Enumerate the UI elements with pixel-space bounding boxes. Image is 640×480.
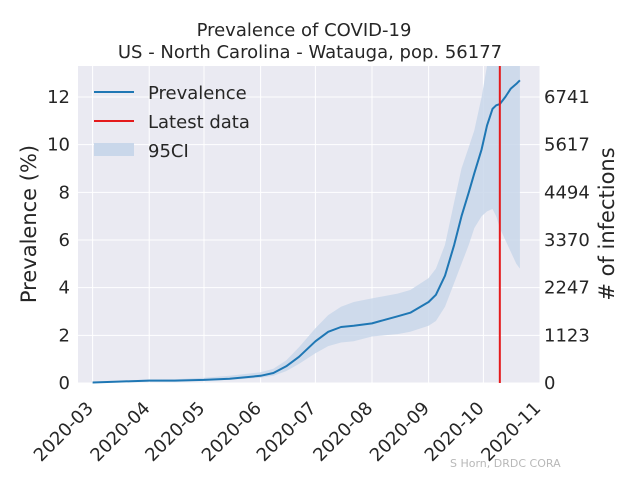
legend-label-prevalence: Prevalence <box>148 83 247 104</box>
y2-tick-label: 6741 <box>544 87 590 108</box>
x-tick-label: 2020-09 <box>366 398 434 466</box>
y2-tick-label: 1123 <box>544 325 590 346</box>
y2-tick-label: 5617 <box>544 135 590 156</box>
confidence-band-layer <box>92 66 520 383</box>
credit-text: S Horn, DRDC CORA <box>450 457 561 470</box>
y2-tick-label: 3370 <box>544 230 590 251</box>
x-tick-label: 2020-07 <box>253 398 321 466</box>
y-tick-label: 0 <box>59 373 70 394</box>
legend-patch-95ci <box>94 143 134 156</box>
x-tick-label: 2020-06 <box>198 398 266 466</box>
x-tick-label: 2020-11 <box>477 398 545 466</box>
y2-axis-ticks: 0 1123 2247 3370 4494 5617 6741 <box>544 87 590 394</box>
y-tick-label: 12 <box>47 87 70 108</box>
y-axis-label: Prevalence (%) <box>17 145 41 303</box>
legend-label-95ci: 95CI <box>148 141 189 162</box>
confidence-band <box>92 66 520 383</box>
y-tick-label: 6 <box>59 230 70 251</box>
y-axis-ticks: 0 2 4 6 8 10 12 <box>47 87 70 394</box>
x-tick-label: 2020-04 <box>86 398 154 466</box>
y-tick-label: 4 <box>59 278 70 299</box>
x-tick-label: 2020-10 <box>421 398 489 466</box>
y-tick-label: 10 <box>47 135 70 156</box>
y-tick-label: 8 <box>59 182 70 203</box>
chart-subtitle: US - North Carolina - Watauga, pop. 5617… <box>118 42 502 63</box>
y2-tick-label: 4494 <box>544 182 590 203</box>
chart-title: Prevalence of COVID-19 <box>197 20 412 41</box>
y-tick-label: 2 <box>59 325 70 346</box>
prevalence-line-layer <box>92 79 521 384</box>
x-tick-label: 2020-03 <box>30 398 98 466</box>
y2-axis-label: # of infections <box>595 147 619 300</box>
x-tick-label: 2020-08 <box>309 398 377 466</box>
y2-tick-label: 2247 <box>544 278 590 299</box>
x-axis-ticks: 2020-032020-042020-052020-062020-072020-… <box>30 398 545 466</box>
legend: Prevalence Latest data 95CI <box>94 83 250 162</box>
prevalence-line <box>92 79 521 384</box>
legend-label-latest: Latest data <box>148 112 250 133</box>
x-tick-label: 2020-05 <box>141 398 209 466</box>
y2-tick-label: 0 <box>544 373 555 394</box>
